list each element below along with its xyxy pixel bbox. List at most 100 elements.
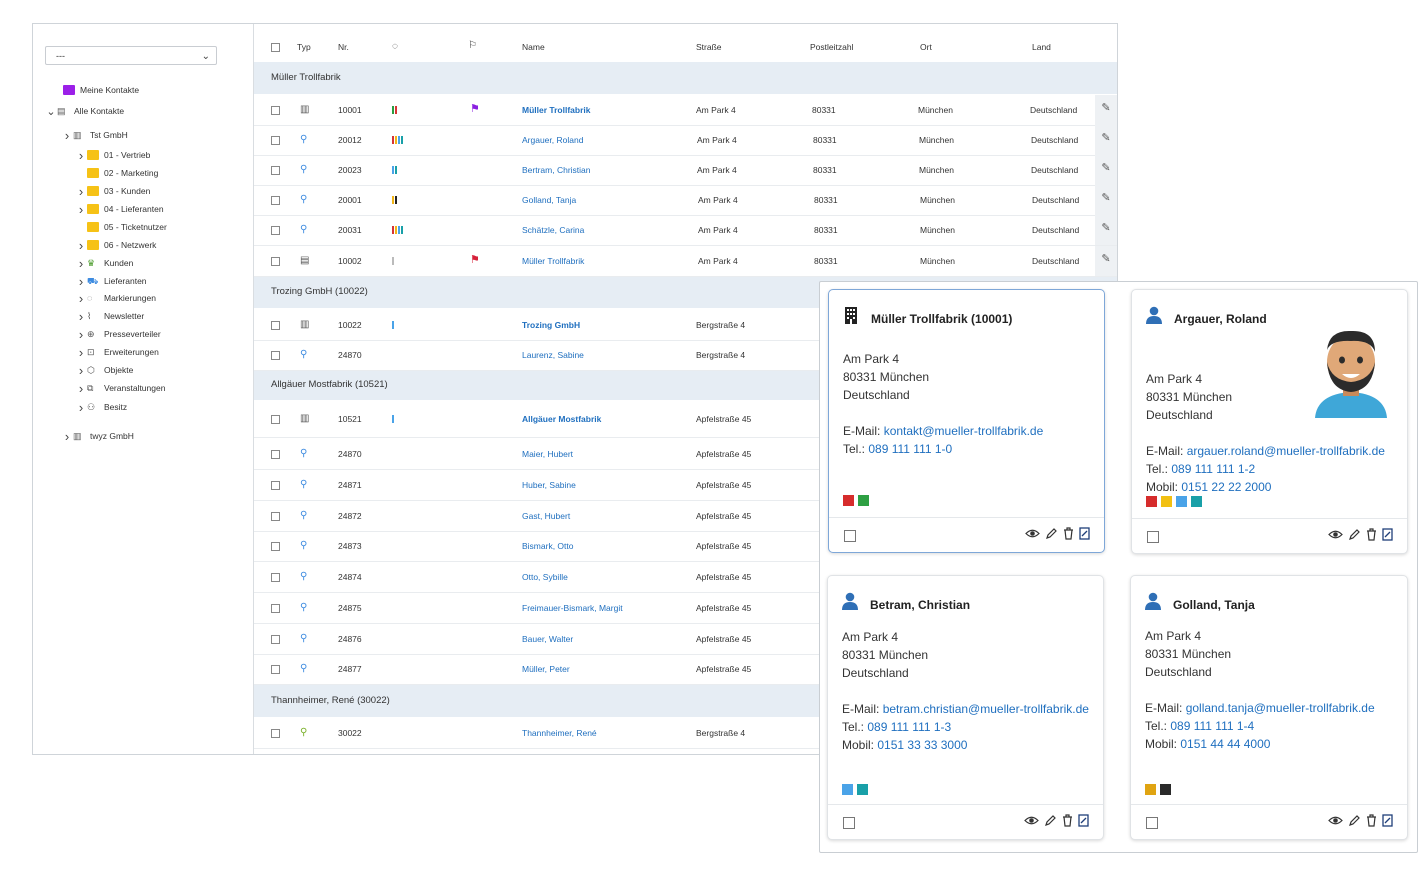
contact-card[interactable]: Müller Trollfabrik (10001) Am Park 4 80331…	[828, 289, 1105, 553]
flag-icon[interactable]: ⚐	[468, 40, 477, 51]
tree-item[interactable]: 05 - Ticketnutzer	[75, 219, 167, 235]
phone-link[interactable]: 089 111 111 1-0	[868, 442, 953, 456]
cell-name-link[interactable]: Bauer, Walter	[522, 633, 574, 644]
edit-icon[interactable]: ✎	[1095, 185, 1117, 215]
table-row[interactable]: ⚲ 24873 Bismark, Otto Apfelstraße 45	[254, 531, 1117, 562]
contact-card[interactable]: Golland, Tanja Am Park 4 80331 München Deut…	[1130, 575, 1408, 840]
col-land[interactable]: Land	[1032, 42, 1051, 52]
tree-item[interactable]: › ⊡ Erweiterungen	[75, 344, 159, 360]
edit-icon[interactable]: ✎	[1095, 215, 1117, 245]
table-row[interactable]: ⚲ 30022 Thannheimer, René Bergstraße 4	[254, 718, 1117, 749]
cell-name-link[interactable]: Laurenz, Sabine	[522, 350, 584, 360]
cell-name-link[interactable]: Freimauer-Bismark, Margit	[522, 602, 623, 613]
row-checkbox[interactable]	[271, 542, 280, 551]
table-row[interactable]: ⚲ 24874 Otto, Sybille Apfelstraße 45	[254, 561, 1117, 593]
cell-name-link[interactable]: Otto, Sybille	[522, 571, 568, 582]
view-icon[interactable]	[1024, 814, 1039, 830]
card-checkbox[interactable]	[844, 530, 856, 542]
report-icon[interactable]	[1078, 814, 1089, 830]
cell-name-link[interactable]: Bertram, Christian	[522, 165, 591, 175]
cell-name-link[interactable]: Schätzle, Carina	[522, 225, 585, 235]
report-icon[interactable]	[1382, 814, 1393, 830]
tree-item[interactable]: › ◌ Markierungen	[75, 290, 156, 306]
tree-item[interactable]: › 06 - Netzwerk	[75, 237, 157, 253]
edit-icon[interactable]: ✎	[1095, 95, 1117, 125]
view-select[interactable]: --- ⌄	[45, 46, 217, 65]
mobile-link[interactable]: 0151 44 44 4000	[1180, 737, 1271, 751]
edit-icon[interactable]: ✎	[1095, 125, 1117, 155]
email-link[interactable]: kontakt@mueller-trollfabrik.de	[883, 424, 1044, 438]
table-row[interactable]: ▤ 10002 ⚑ Müller Trollfabrik Am Park 4 80331 M…	[254, 246, 1117, 277]
table-row[interactable]: ⚲ 20031 Schätzle, Carina Am Park 4 80331 Münc…	[254, 215, 1117, 246]
chevron-down-icon[interactable]: ⌄	[46, 105, 56, 118]
tree-item[interactable]: › ⌇ Newsletter	[75, 308, 144, 324]
tree-item[interactable]: Meine Kontakte	[51, 82, 139, 98]
phone-link[interactable]: 089 111 111 1-3	[867, 720, 952, 734]
card-checkbox[interactable]	[1147, 531, 1159, 543]
cell-name-link[interactable]: Argauer, Roland	[522, 135, 584, 145]
view-icon[interactable]	[1328, 814, 1343, 830]
delete-icon[interactable]	[1366, 814, 1377, 830]
cell-name-link[interactable]: Bismark, Otto	[522, 541, 574, 551]
col-plz[interactable]: Postleitzahl	[810, 42, 854, 52]
chevron-right-icon[interactable]: ›	[64, 127, 70, 143]
tree-item[interactable]: › ⬡ Objekte	[75, 362, 133, 378]
row-checkbox[interactable]	[271, 572, 280, 582]
table-row[interactable]: ⚲ 24876 Bauer, Walter Apfelstraße 45	[254, 623, 1117, 655]
cell-name-link[interactable]: Trozing GmbH	[522, 319, 581, 330]
table-row[interactable]: ⚲ 20012 Argauer, Roland Am Park 4 80331 Münch…	[254, 125, 1117, 156]
chevron-right-icon[interactable]: ›	[78, 237, 84, 253]
view-icon[interactable]	[1328, 528, 1343, 544]
palette-icon[interactable]: ◌	[392, 41, 398, 52]
contact-card[interactable]: Betram, Christian Am Park 4 80331 München D…	[827, 575, 1104, 840]
flag-icon[interactable]: ⚑	[470, 103, 480, 115]
col-name[interactable]: Name	[522, 42, 545, 52]
cell-name-link[interactable]: Müller, Peter	[522, 664, 570, 674]
row-checkbox[interactable]	[271, 226, 280, 235]
card-checkbox[interactable]	[1146, 817, 1158, 829]
cell-name-link[interactable]: Huber, Sabine	[522, 479, 576, 490]
flag-icon[interactable]: ⚑	[470, 254, 480, 266]
email-link[interactable]: argauer.roland@mueller-trollfabrik.de	[1186, 444, 1385, 458]
row-checkbox[interactable]	[271, 665, 280, 674]
tree-item[interactable]: › 01 - Vertrieb	[75, 147, 150, 163]
cell-name-link[interactable]: Maier, Hubert	[522, 448, 574, 459]
edit-icon[interactable]	[1045, 527, 1058, 543]
chevron-right-icon[interactable]: ›	[78, 362, 84, 378]
view-icon[interactable]	[1025, 527, 1040, 543]
table-row[interactable]: ⚲ 20023 Bertram, Christian Am Park 4 80331 Mü…	[254, 155, 1117, 186]
chevron-right-icon[interactable]: ›	[78, 201, 84, 217]
row-checkbox[interactable]	[271, 603, 280, 613]
row-checkbox[interactable]	[271, 166, 280, 175]
table-row[interactable]: ⚲ 24871 Huber, Sabine Apfelstraße 45	[254, 469, 1117, 501]
chevron-right-icon[interactable]: ›	[78, 183, 84, 199]
mobile-link[interactable]: 0151 33 33 3000	[877, 738, 968, 752]
row-checkbox[interactable]	[271, 449, 280, 459]
chevron-right-icon[interactable]: ›	[78, 290, 84, 306]
mobile-link[interactable]: 0151 22 22 2000	[1181, 480, 1272, 494]
cell-name-link[interactable]: Allgäuer Mostfabrik	[522, 414, 602, 424]
table-row[interactable]: ▥ 10022 Trozing GmbH Bergstraße 4	[254, 309, 1117, 341]
tree-item[interactable]: ⌄ ▤ Alle Kontakte	[45, 103, 124, 119]
contact-card[interactable]: Argauer, Roland Am Park 4 80331 München Deu…	[1131, 289, 1408, 554]
table-row[interactable]: ⚲ 24870 Laurenz, Sabine Bergstraße 4	[254, 340, 1117, 371]
tree-item[interactable]: › ⧉ Veranstaltungen	[75, 380, 166, 396]
table-row[interactable]: ⚲ 24872 Gast, Hubert Apfelstraße 45	[254, 500, 1117, 532]
row-checkbox[interactable]	[271, 106, 280, 115]
delete-icon[interactable]	[1366, 528, 1377, 544]
table-row[interactable]: ⚲ 24877 Müller, Peter Apfelstraße 45	[254, 654, 1117, 685]
row-checkbox[interactable]	[271, 511, 280, 521]
row-checkbox[interactable]	[271, 196, 280, 205]
row-checkbox[interactable]	[271, 634, 280, 644]
chevron-right-icon[interactable]: ›	[78, 255, 84, 271]
edit-icon[interactable]	[1348, 814, 1361, 830]
table-row[interactable]: ▥ 10001 ⚑ Müller Trollfabrik Am Park 4 80331 M…	[254, 95, 1117, 126]
group-header[interactable]: Müller Trollfabrik	[254, 62, 1117, 94]
col-ort[interactable]: Ort	[920, 42, 932, 52]
table-row[interactable]: ⚲ 24875 Freimauer-Bismark, Margit Apfelstra…	[254, 592, 1117, 624]
table-row[interactable]: ⚲ 24870 Maier, Hubert Apfelstraße 45	[254, 438, 1117, 470]
col-strasse[interactable]: Straße	[696, 42, 722, 52]
cell-name-link[interactable]: Golland, Tanja	[522, 195, 577, 205]
card-checkbox[interactable]	[843, 817, 855, 829]
phone-link[interactable]: 089 111 111 1-2	[1171, 462, 1256, 476]
